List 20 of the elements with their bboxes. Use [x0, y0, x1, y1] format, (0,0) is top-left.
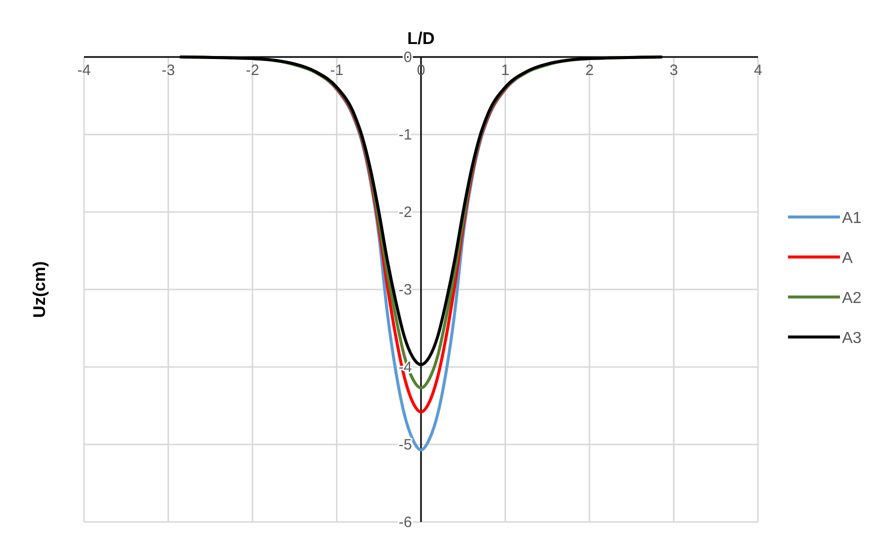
- x-tick-label: 4: [754, 62, 762, 79]
- y-tick-label: -6: [398, 514, 412, 531]
- x-tick-label: 2: [585, 62, 594, 79]
- x-tick-label: -3: [162, 62, 175, 79]
- y-tick-label: -1: [398, 126, 412, 144]
- legend-label: A2: [842, 290, 862, 307]
- legend-label: A3: [842, 330, 862, 347]
- x-tick-label: -2: [246, 62, 260, 79]
- legend-label: A: [842, 250, 853, 267]
- x-tick-label: -4: [77, 62, 91, 79]
- y-tick-label: -3: [398, 282, 412, 298]
- y-axis-title: Uz(cm): [30, 261, 49, 318]
- x-tick-label: 1: [501, 62, 510, 79]
- y-tick-label: -2: [398, 204, 412, 221]
- y-tick-label: -4: [398, 359, 412, 376]
- y-tick-label: -5: [398, 436, 412, 454]
- legend-label: A1: [842, 210, 862, 227]
- x-tick-label: 3: [670, 62, 678, 79]
- x-axis-title: L/D: [407, 29, 435, 48]
- x-tick-label: -1: [330, 62, 344, 79]
